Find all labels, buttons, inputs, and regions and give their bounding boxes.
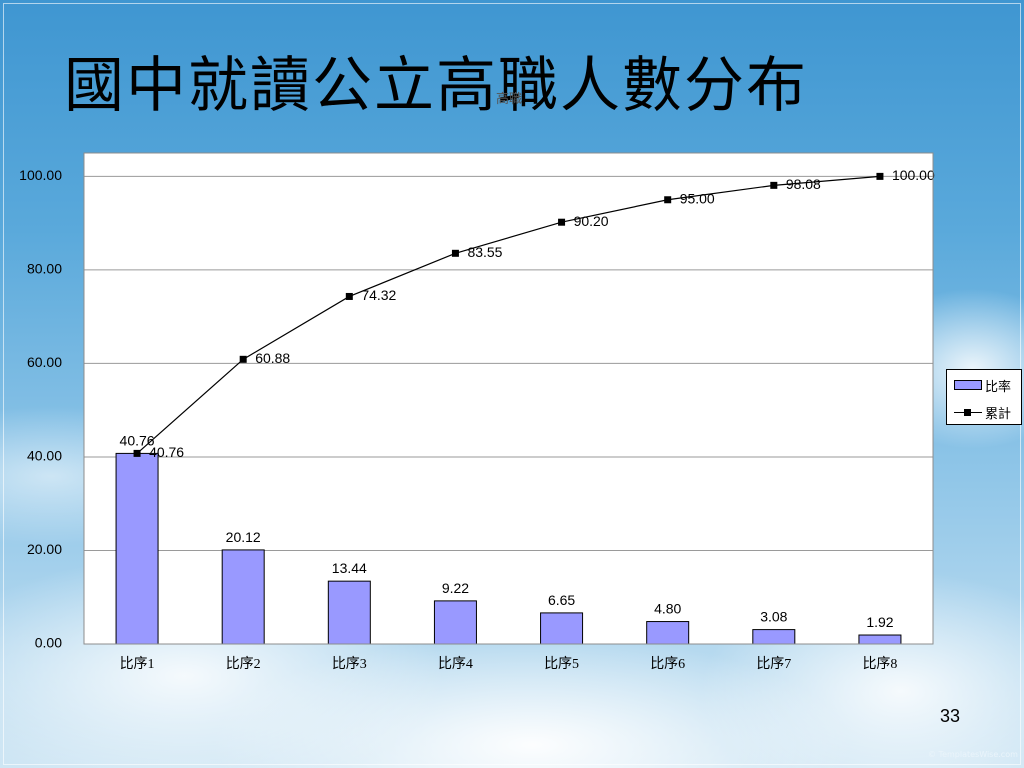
- bar: [752, 629, 796, 645]
- bar: [858, 634, 902, 645]
- bar: [327, 580, 371, 645]
- line-marker: [876, 172, 884, 180]
- bar: [221, 549, 265, 645]
- bar: [646, 621, 690, 645]
- legend-item-ratio: 比率: [947, 377, 1012, 394]
- bar-data-label: 40.76: [120, 432, 155, 448]
- x-tick-label: 比序4: [438, 656, 473, 672]
- x-tick-label: 比序6: [650, 656, 685, 672]
- bar-data-label: 3.08: [760, 609, 787, 625]
- line-data-label: 83.55: [467, 244, 502, 260]
- line-data-label: 60.88: [255, 350, 290, 366]
- y-axis-labels: 0.00 20.00 40.00 60.00 80.00 100.00: [19, 167, 62, 651]
- bar-data-label: 13.44: [332, 560, 367, 576]
- y-tick-label: 0.00: [35, 635, 62, 651]
- bar: [115, 452, 159, 645]
- page-number: 33: [940, 706, 961, 726]
- bar-data-label: 20.12: [226, 529, 261, 545]
- x-tick-label: 比序2: [226, 656, 261, 672]
- legend-line-swatch: [954, 408, 982, 416]
- line-data-label: 95.00: [680, 190, 715, 206]
- x-tick-label: 比序8: [862, 656, 897, 672]
- line-marker: [664, 196, 672, 204]
- y-tick-label: 100.00: [19, 167, 62, 183]
- legend-bar-swatch: [954, 380, 982, 390]
- x-axis-labels: 比序1 比序2 比序3 比序4 比序5 比序6 比序7 比序8: [120, 656, 898, 672]
- watermark: © TemplatesWise.com: [928, 750, 1018, 759]
- y-tick-label: 60.00: [27, 354, 62, 370]
- line-marker: [239, 355, 247, 363]
- plot-area: [84, 153, 933, 644]
- y-tick-label: 20.00: [27, 541, 62, 557]
- line-marker: [133, 449, 141, 457]
- cumulative-line: [136, 175, 880, 454]
- x-tick-label: 比序5: [544, 656, 579, 672]
- legend-label-ratio: 比率: [985, 378, 1012, 394]
- line-data-label: 90.20: [574, 213, 609, 229]
- bar-data-label: 9.22: [442, 580, 469, 596]
- legend: 比率 累計: [946, 369, 1022, 425]
- bar-data-label: 1.92: [866, 614, 893, 630]
- line-marker: [451, 249, 459, 257]
- line-marker: [345, 292, 353, 300]
- x-tick-label: 比序3: [332, 656, 367, 672]
- bar: [540, 612, 584, 645]
- y-tick-label: 80.00: [27, 261, 62, 277]
- overlay-label: 高職: [496, 92, 523, 107]
- bar: [433, 600, 477, 645]
- line-data-label: 98.08: [786, 176, 821, 192]
- line-series: [133, 172, 884, 457]
- line-data-label: 100.00: [892, 167, 935, 183]
- y-tick-label: 40.00: [27, 448, 62, 464]
- bar-series: [115, 452, 902, 645]
- x-tick-label: 比序7: [756, 656, 791, 672]
- plot-border: [83, 152, 934, 645]
- line-data-label: 40.76: [149, 444, 184, 460]
- x-tick-label: 比序1: [120, 656, 155, 672]
- slide-title: 國中就讀公立高職人數分布: [64, 51, 808, 121]
- line-data-label: 74.32: [361, 287, 396, 303]
- line-marker: [558, 218, 566, 226]
- bar-data-label: 6.65: [548, 592, 575, 608]
- legend-item-cumulative: 累計: [947, 404, 1012, 421]
- bar-data-label: 4.80: [654, 601, 681, 617]
- legend-label-cumulative: 累計: [985, 405, 1012, 421]
- legend-marker-swatch: [964, 408, 971, 416]
- data-labels: 40.76 20.12 13.44 9.22 6.65 4.80 3.08 1.92 40.76…: [120, 167, 935, 630]
- line-marker: [770, 181, 778, 189]
